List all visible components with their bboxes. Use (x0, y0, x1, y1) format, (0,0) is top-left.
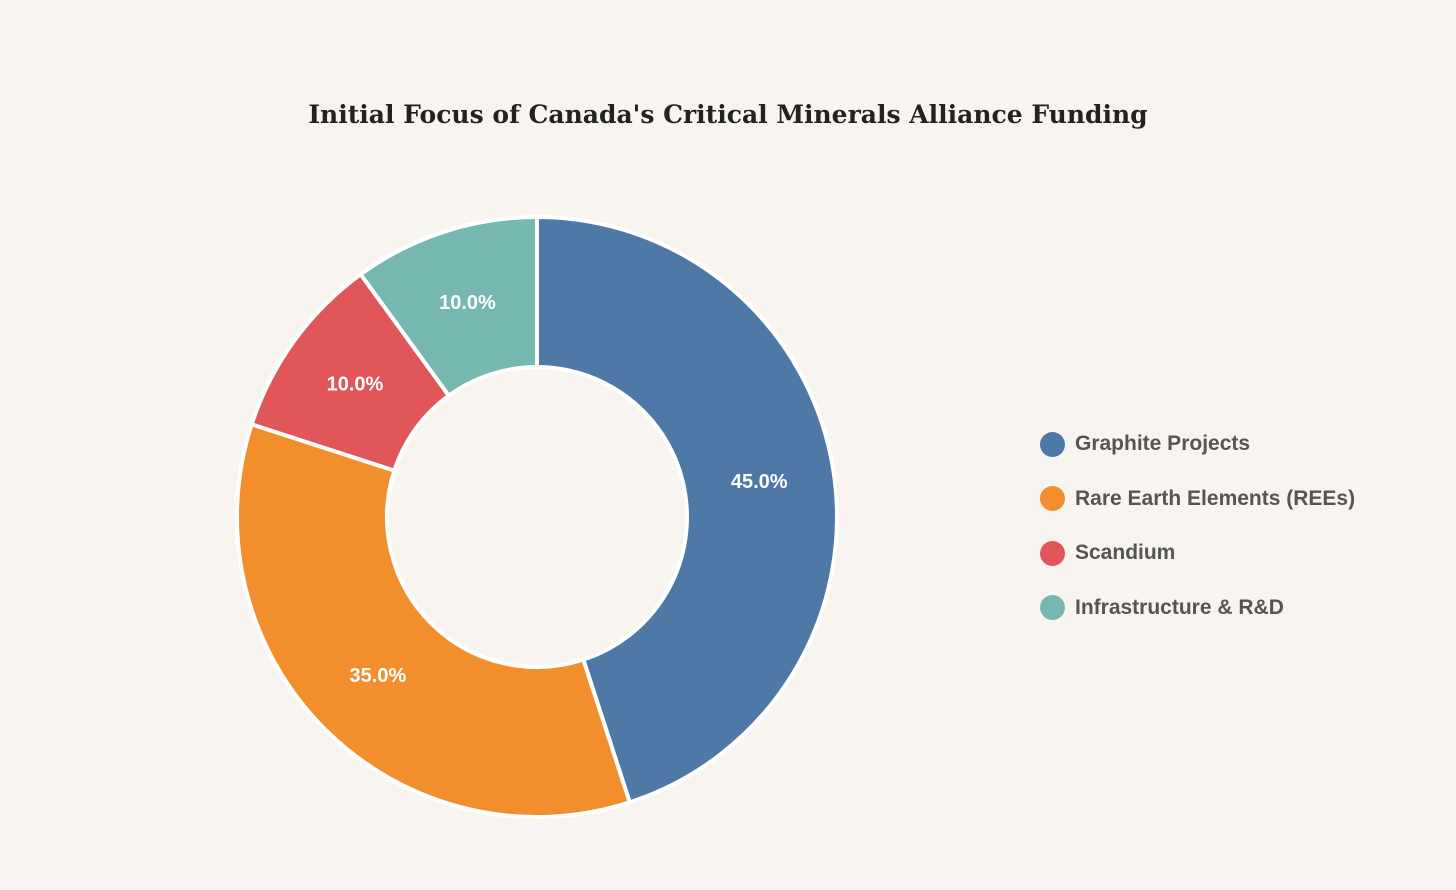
slice-rare-earth-elements-rees[interactable] (235, 421, 633, 819)
legend-swatch-icon (1040, 431, 1065, 457)
slice-label-infrastructure-r-d: 10.0% (439, 292, 496, 314)
donut-slice-labels: 45.0% 35.0% 10.0% 10.0% (327, 292, 788, 687)
legend-item-graphite-projects[interactable]: Graphite Projects (1040, 417, 1355, 472)
legend-label: Infrastructure & R&D (1075, 595, 1284, 619)
legend-label: Scandium (1075, 541, 1176, 565)
slice-infrastructure-r-d[interactable] (357, 214, 539, 399)
legend-item-rare-earth-elements-rees[interactable]: Rare Earth Elements (REEs) (1040, 472, 1355, 527)
legend-item-scandium[interactable]: Scandium (1040, 526, 1355, 581)
slice-graphite-projects[interactable] (535, 214, 839, 805)
chart-title: Initial Focus of Canada's Critical Miner… (308, 100, 1148, 129)
slice-label-rare-earth-elements-rees: 35.0% (350, 665, 407, 687)
legend-item-infrastructure-r-d[interactable]: Infrastructure & R&D (1040, 581, 1355, 636)
legend-label: Rare Earth Elements (REEs) (1075, 486, 1356, 510)
legend-swatch-icon (1040, 540, 1065, 566)
slice-label-scandium: 10.0% (327, 374, 384, 396)
slice-label-graphite-projects: 45.0% (731, 471, 788, 493)
donut-slices (235, 214, 839, 819)
legend-swatch-icon (1040, 486, 1065, 512)
legend-label: Graphite Projects (1075, 432, 1251, 456)
legend-swatch-icon (1040, 595, 1065, 621)
legend: Graphite Projects Rare Earth Elements (RE… (1040, 417, 1355, 635)
